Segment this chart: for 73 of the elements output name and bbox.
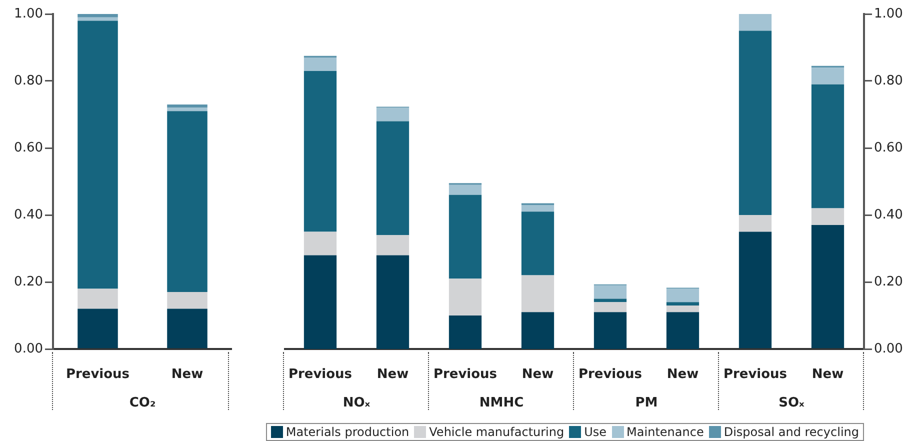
- y-tick-label: 0.40: [874, 207, 903, 222]
- y-tick-label: 0.00: [874, 341, 903, 356]
- bar: [78, 20, 118, 289]
- y-tick-label: 0.60: [874, 140, 903, 156]
- bar: [167, 111, 208, 292]
- x-axis-title: NMHC: [479, 396, 524, 411]
- legend-label: Materials production: [286, 425, 410, 439]
- bar: [521, 312, 554, 349]
- bar: [666, 302, 700, 306]
- x-axis-title: SOₓ: [778, 396, 806, 411]
- legend-label: Use: [584, 425, 607, 439]
- bar: [304, 255, 337, 349]
- bar: [594, 302, 627, 312]
- y-tick-label: 1.00: [14, 6, 43, 22]
- bar: [167, 104, 208, 108]
- bar: [738, 30, 772, 215]
- y-tick-label: 0.80: [874, 73, 903, 88]
- bar: [78, 288, 118, 309]
- x-tick-label: New: [666, 367, 699, 382]
- bar: [521, 212, 554, 276]
- bar: [448, 316, 482, 349]
- bar: [78, 17, 118, 21]
- x-tick-label: Previous: [433, 367, 498, 382]
- x-axis-title: PM: [635, 396, 658, 411]
- bar: [78, 308, 118, 348]
- bar: [811, 84, 844, 208]
- x-tick-label: New: [376, 367, 409, 382]
- bar: [167, 108, 208, 112]
- bar: [304, 232, 337, 256]
- bar: [811, 208, 844, 226]
- x-axis-title: NOₓ: [342, 396, 371, 411]
- y-tick-label: 0.00: [14, 341, 43, 356]
- x-tick-label: New: [812, 367, 844, 382]
- bar: [666, 288, 700, 302]
- bar: [521, 204, 554, 212]
- bar: [811, 68, 844, 84]
- x-tick-label: New: [522, 367, 554, 382]
- x-axis-title: CO₂: [129, 396, 156, 411]
- y-tick-label: 0.20: [14, 274, 43, 290]
- bar: [376, 255, 410, 349]
- y-tick-label: 0.80: [14, 73, 43, 88]
- y-tick-label: 0.40: [14, 207, 43, 222]
- x-tick-label: Previous: [578, 367, 642, 382]
- legend-label: Vehicle manufacturing: [429, 425, 564, 439]
- x-tick-label: Previous: [66, 367, 130, 382]
- bar: [738, 232, 772, 348]
- bar: [167, 292, 208, 309]
- y-tick-label: 0.20: [874, 274, 903, 290]
- bar: [376, 121, 410, 236]
- x-tick-label: Previous: [288, 367, 352, 382]
- bar: [738, 14, 772, 31]
- bar: [78, 14, 118, 18]
- x-tick-label: New: [171, 367, 204, 382]
- bar: [167, 308, 208, 348]
- bar: [448, 184, 482, 195]
- y-tick-label: 1.00: [874, 6, 903, 22]
- legend-label: Maintenance: [626, 425, 704, 439]
- bar: [448, 278, 482, 316]
- bar: [594, 312, 627, 349]
- bar: [666, 312, 700, 349]
- bar: [738, 215, 772, 232]
- bar: [521, 275, 554, 312]
- bar: [594, 285, 627, 299]
- bar: [376, 235, 410, 256]
- legend-label: Disposal and recycling: [724, 425, 859, 439]
- bar: [304, 70, 337, 232]
- bar: [448, 194, 482, 279]
- bar: [811, 225, 844, 348]
- y-tick-label: 0.60: [14, 140, 43, 156]
- x-tick-label: Previous: [723, 367, 788, 382]
- bar: [376, 108, 410, 122]
- bar: [666, 305, 700, 312]
- bar: [304, 58, 337, 71]
